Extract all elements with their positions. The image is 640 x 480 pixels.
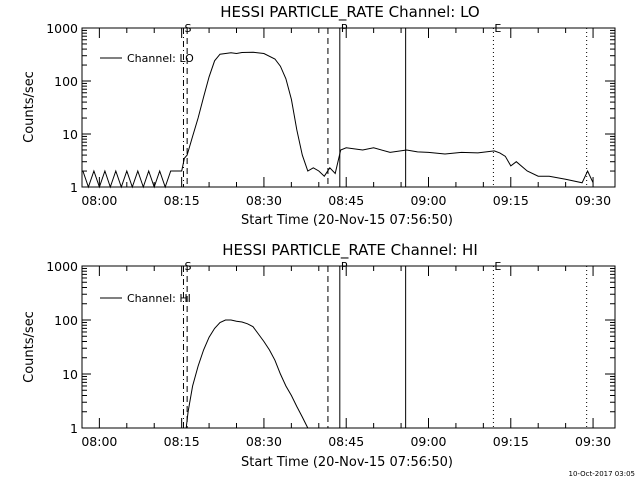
hi-ytick-label: 100 xyxy=(54,313,78,328)
lo-marker-label: P xyxy=(341,22,348,35)
hi-ytick-label: 10 xyxy=(62,367,78,382)
lo-xlabel: Start Time (20-Nov-15 07:56:50) xyxy=(241,213,453,228)
hi-xtick-label: 08:45 xyxy=(328,434,364,449)
hi-xtick-label: 09:30 xyxy=(575,434,611,449)
hi-ytick-label: 1000 xyxy=(46,259,78,274)
lo-legend-label: Channel: LO xyxy=(127,52,194,65)
hi-xtick-label: 08:00 xyxy=(81,434,117,449)
lo-ylabel: Counts/sec xyxy=(22,71,37,143)
hi-marker-label: E xyxy=(494,260,501,273)
hi-marker-label: S xyxy=(184,260,191,273)
lo-data-line xyxy=(82,51,594,189)
lo-ytick-label: 100 xyxy=(54,74,78,89)
lo-ytick-label: 1000 xyxy=(46,21,78,36)
hi-plot-title: HESSI PARTICLE_RATE Channel: HI xyxy=(222,241,478,260)
hi-ytick-label: 1 xyxy=(70,421,78,436)
hi-xtick-label: 09:15 xyxy=(493,434,529,449)
lo-xtick-label: 08:30 xyxy=(246,193,282,208)
lo-ytick-label: 10 xyxy=(62,127,78,142)
lo-xtick-label: 08:00 xyxy=(81,193,117,208)
lo-ytick-label: 1 xyxy=(70,180,78,195)
lo-xtick-label: 09:15 xyxy=(493,193,529,208)
hi-data-line xyxy=(185,319,309,429)
generation-date: 10-Oct-2017 03:05 xyxy=(568,470,635,478)
lo-xtick-label: 09:00 xyxy=(410,193,446,208)
lo-xtick-label: 08:45 xyxy=(328,193,364,208)
hi-channel-plot: HESSI PARTICLE_RATE Channel: HI 1 10 100 10… xyxy=(22,241,616,470)
hi-xtick-label: 08:15 xyxy=(164,434,200,449)
hi-ylabel: Counts/sec xyxy=(22,311,37,383)
lo-marker-label: S xyxy=(184,22,191,35)
hi-plot-frame xyxy=(81,265,616,429)
hi-marker-label: P xyxy=(341,260,348,273)
lo-marker-label: E xyxy=(494,22,501,35)
lo-xtick-label: 09:30 xyxy=(575,193,611,208)
lo-plot-title: HESSI PARTICLE_RATE Channel: LO xyxy=(220,3,479,22)
hi-xtick-label: 09:00 xyxy=(410,434,446,449)
lo-plot-frame xyxy=(81,27,616,188)
lo-channel-plot: HESSI PARTICLE_RATE Channel: LO 1 10 100 10… xyxy=(22,3,616,228)
lo-xtick-label: 08:15 xyxy=(164,193,200,208)
hi-xlabel: Start Time (20-Nov-15 07:56:50) xyxy=(241,455,453,470)
hi-legend-label: Channel: HI xyxy=(127,292,191,305)
hi-xtick-label: 08:30 xyxy=(246,434,282,449)
